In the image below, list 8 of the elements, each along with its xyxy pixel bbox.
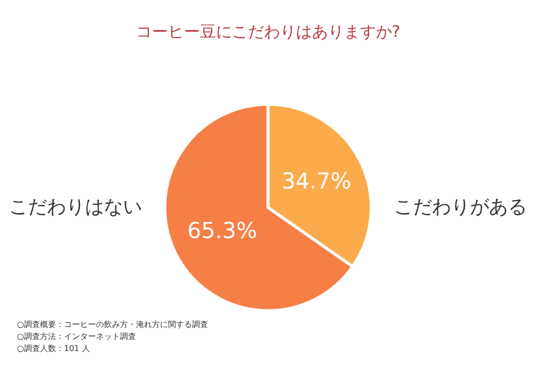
- data-label: 65.3%: [187, 218, 258, 244]
- chart-title: コーヒー豆にこだわりはありますか?: [136, 22, 400, 42]
- slice-label: こだわりはない: [9, 196, 142, 218]
- slice-label: こだわりがある: [394, 196, 527, 218]
- data-label: 34.7%: [282, 170, 352, 195]
- text: ○調査人数：101 人: [17, 344, 90, 353]
- text: ○調査概要：コーヒーの飲み方・淹れ方に関する調査: [17, 320, 208, 329]
- text: ○調査方法：インターネット調査: [17, 332, 136, 341]
